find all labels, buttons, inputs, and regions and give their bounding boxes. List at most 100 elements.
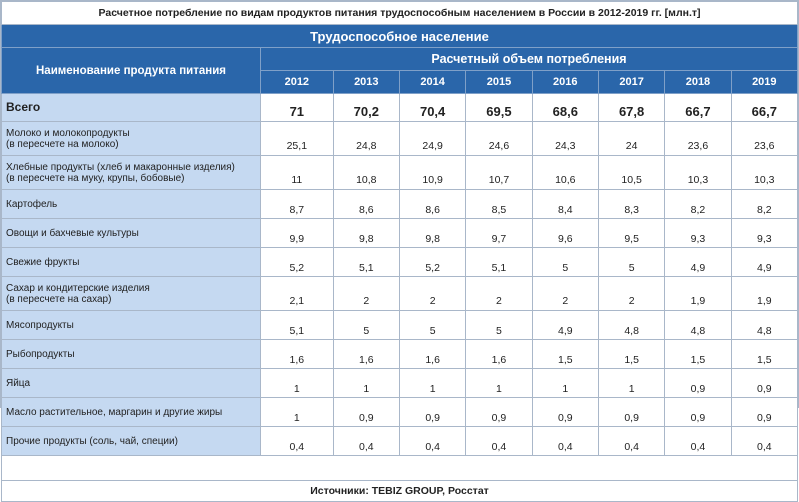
value-cell: 0,4 (465, 426, 533, 456)
value-cell: 0,4 (597, 426, 666, 456)
product-name-line1: Масло растительное, маргарин и другие жи… (6, 406, 223, 418)
value-cell: 0,4 (332, 426, 400, 456)
value-cell: 1,6 (260, 339, 334, 369)
value-cell: 24,9 (398, 121, 467, 156)
group-header: Трудоспособное население (1, 24, 798, 48)
year-header: 2013 (332, 70, 400, 94)
value-cell: 8,2 (664, 189, 732, 219)
total-value: 69,5 (465, 93, 533, 122)
value-cell: 1 (260, 397, 334, 427)
table-row: Яйца 1 1 1 1 1 1 0,9 0,9 (1, 368, 799, 398)
value-cell: 4,9 (531, 310, 599, 340)
value-cell: 0,4 (664, 426, 732, 456)
name-column-header: Наименование продукта питания (1, 47, 261, 94)
product-name: Рыбопродукты (1, 339, 261, 369)
product-name: Хлебные продукты (хлеб и макаронные изде… (1, 155, 261, 190)
value-cell: 10,8 (332, 155, 400, 190)
value-cell: 1,5 (730, 339, 799, 369)
value-cell: 1,5 (664, 339, 732, 369)
product-name-line1: Прочие продукты (соль, чай, специи) (6, 435, 178, 447)
table-row: Хлебные продукты (хлеб и макаронные изде… (1, 155, 799, 190)
value-cell: 5,1 (260, 310, 334, 340)
value-cell: 4,8 (597, 310, 666, 340)
product-name-line1: Овощи и бахчевые культуры (6, 227, 139, 239)
product-name: Молоко и молокопродукты (в пересчете на м… (1, 121, 261, 156)
table-row: Рыбопродукты 1,6 1,6 1,6 1,6 1,5 1,5 1,5 1,5 (1, 339, 799, 369)
product-name: Яйца (1, 368, 261, 398)
value-cell: 9,8 (398, 218, 467, 248)
year-header: 2019 (730, 70, 799, 94)
value-cell: 0,9 (332, 397, 400, 427)
table-row: Овощи и бахчевые культуры 9,9 9,8 9,8 9,7 9,6… (1, 218, 799, 248)
value-cell: 24 (597, 121, 666, 156)
product-name: Прочие продукты (соль, чай, специи) (1, 426, 261, 456)
product-name-line2: (в пересчете на сахар) (6, 293, 112, 305)
value-cell: 24,8 (332, 121, 400, 156)
table-row: Прочие продукты (соль, чай, специи) 0,4 0,… (1, 426, 799, 456)
year-header: 2017 (597, 70, 666, 94)
product-name: Сахар и кондитерские изделия (в пересчете… (1, 276, 261, 311)
value-cell: 1,9 (730, 276, 799, 311)
value-cell: 10,7 (465, 155, 533, 190)
year-header: 2016 (531, 70, 599, 94)
value-cell: 0,9 (597, 397, 666, 427)
product-name-line1: Картофель (6, 198, 58, 210)
value-cell: 0,9 (465, 397, 533, 427)
product-name-line1: Яйца (6, 377, 31, 389)
total-value: 67,8 (597, 93, 666, 122)
year-header-row: 2012 2013 2014 2015 2016 2017 2018 2019 (2, 70, 799, 94)
value-cell: 1 (465, 368, 533, 398)
value-cell: 8,3 (597, 189, 666, 219)
total-value: 68,6 (531, 93, 599, 122)
value-cell: 10,5 (597, 155, 666, 190)
value-cell: 0,9 (531, 397, 599, 427)
product-name-line1: Хлебные продукты (хлеб и макаронные изде… (6, 161, 235, 173)
value-cell: 9,3 (664, 218, 732, 248)
value-cell: 2 (597, 276, 666, 311)
value-cell: 11 (260, 155, 334, 190)
year-header: 2018 (664, 70, 732, 94)
total-value: 71 (260, 93, 334, 122)
value-cell: 25,1 (260, 121, 334, 156)
value-cell: 2 (531, 276, 599, 311)
value-cell: 9,5 (597, 218, 666, 248)
value-cell: 10,3 (664, 155, 732, 190)
volume-header: Расчетный объем потребления (260, 47, 798, 71)
table-row: Молоко и молокопродукты (в пересчете на м… (1, 121, 799, 156)
table-row: Мясопродукты 5,1 5 5 5 4,9 4,8 4,8 4,8 (1, 310, 799, 340)
value-cell: 0,9 (730, 368, 799, 398)
value-cell: 23,6 (730, 121, 799, 156)
year-header: 2014 (398, 70, 467, 94)
value-cell: 1 (597, 368, 666, 398)
value-cell: 5 (465, 310, 533, 340)
value-cell: 4,8 (730, 310, 799, 340)
value-cell: 4,8 (664, 310, 732, 340)
value-cell: 5,1 (465, 247, 533, 277)
product-name-line1: Свежие фрукты (6, 256, 80, 268)
value-cell: 1,6 (332, 339, 400, 369)
value-cell: 24,3 (531, 121, 599, 156)
year-header: 2012 (260, 70, 334, 94)
total-value: 70,4 (398, 93, 467, 122)
value-cell: 10,9 (398, 155, 467, 190)
product-name-line1: Сахар и кондитерские изделия (6, 282, 150, 294)
value-cell: 24,6 (465, 121, 533, 156)
value-cell: 0,9 (664, 397, 732, 427)
product-name: Картофель (1, 189, 261, 219)
value-cell: 5,2 (260, 247, 334, 277)
table-title: Расчетное потребление по видам продуктов… (1, 1, 798, 25)
table-row: Сахар и кондитерские изделия (в пересчете… (1, 276, 799, 311)
total-value: 66,7 (664, 93, 732, 122)
value-cell: 0,4 (730, 426, 799, 456)
product-name-line2: (в пересчете на муку, крупы, бобовые) (6, 172, 185, 184)
total-value: 66,7 (730, 93, 799, 122)
value-cell: 5,1 (332, 247, 400, 277)
value-cell: 1,6 (465, 339, 533, 369)
value-cell: 0,9 (398, 397, 467, 427)
value-cell: 2 (398, 276, 467, 311)
value-cell: 5 (332, 310, 400, 340)
value-cell: 1 (398, 368, 467, 398)
value-cell: 9,3 (730, 218, 799, 248)
product-name: Масло растительное, маргарин и другие жи… (1, 397, 261, 427)
